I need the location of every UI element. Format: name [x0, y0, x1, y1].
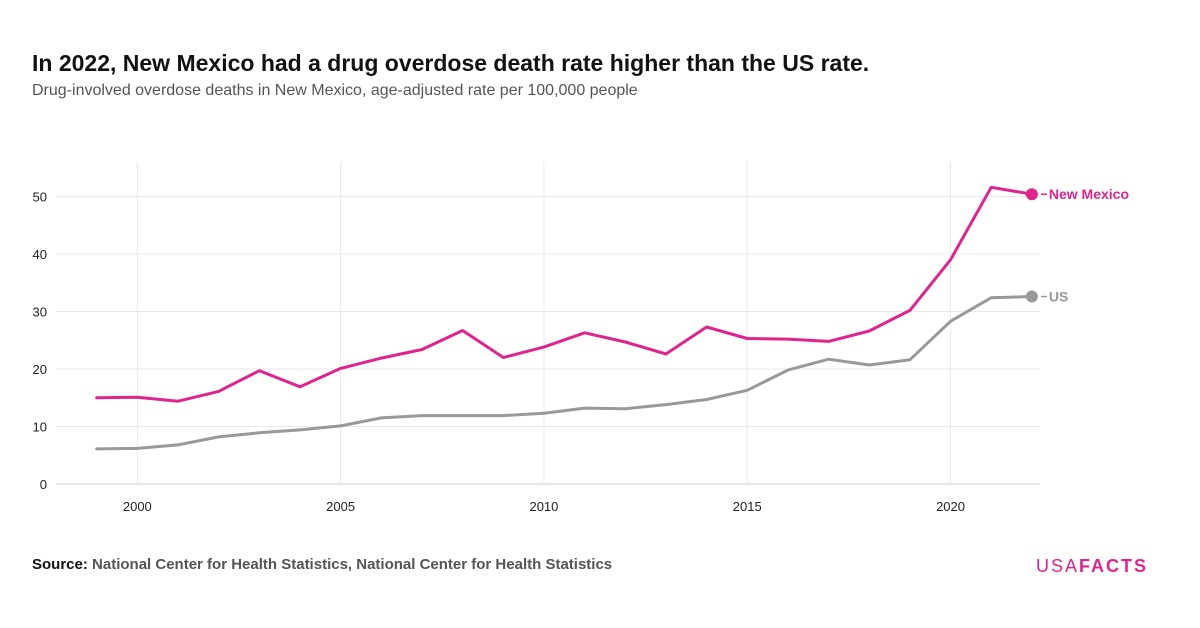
y-tick-label: 0	[40, 477, 47, 492]
y-tick-label: 20	[33, 362, 47, 377]
grid	[56, 162, 1040, 485]
chart-title: In 2022, New Mexico had a drug overdose …	[32, 50, 870, 76]
series-label-us: US	[1049, 289, 1068, 305]
series-label-new-mexico: New Mexico	[1049, 186, 1129, 202]
x-tick-label: 2015	[733, 499, 762, 514]
chart-subtitle: Drug-involved overdose deaths in New Mex…	[32, 82, 638, 99]
axes: 0 10 20 30 40 50 2000 2005 2010 2015 2020	[33, 190, 965, 515]
x-tick-label: 2005	[326, 499, 355, 514]
x-tick-label: 2010	[529, 499, 558, 514]
series-endpoint-new-mexico	[1025, 188, 1038, 201]
logo-usa: USA	[1035, 556, 1079, 576]
source-note: Source: National Center for Health Stati…	[32, 556, 612, 573]
source-text: National Center for Health Statistics, N…	[92, 556, 613, 573]
series-lines	[95, 185, 1038, 451]
series-endpoint-us	[1025, 290, 1038, 303]
series-line-us	[95, 295, 1034, 451]
series-line-new-mexico	[95, 185, 1034, 403]
y-tick-label: 10	[33, 420, 47, 435]
x-tick-label: 2000	[123, 499, 152, 514]
x-tick-label: 2020	[936, 499, 965, 514]
y-tick-label: 50	[33, 190, 47, 205]
y-tick-label: 30	[33, 305, 47, 320]
y-tick-label: 40	[33, 247, 47, 262]
usafacts-logo: USAFACTS	[1036, 556, 1148, 577]
logo-facts: FACTS	[1078, 556, 1148, 576]
series-labels: New Mexico US	[1040, 186, 1129, 305]
source-label: Source:	[32, 556, 88, 573]
